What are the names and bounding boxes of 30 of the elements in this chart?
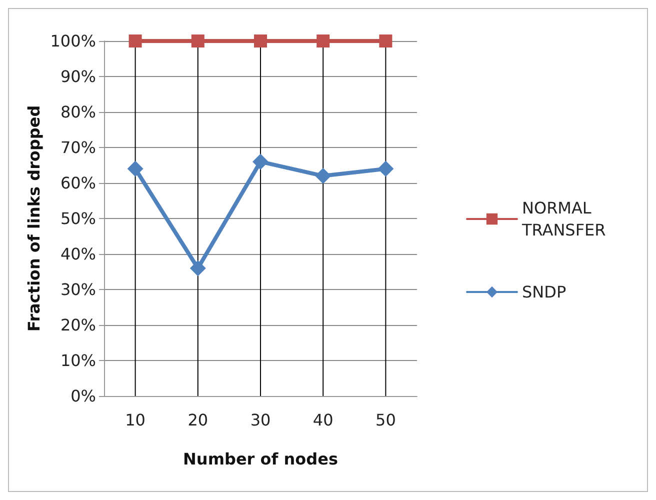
legend-label: SNDP (522, 282, 566, 302)
y-tick-label: 30% (60, 280, 96, 299)
point (252, 154, 268, 170)
y-tick-label: 50% (60, 209, 96, 228)
y-tick-label: 20% (60, 316, 96, 334)
y-tick-label: 0% (70, 386, 96, 406)
x-tick-label: 30 (250, 410, 271, 430)
point (127, 160, 144, 177)
x-tick-label: 50 (376, 410, 396, 430)
y-tick-label: 80% (60, 102, 96, 122)
point (191, 34, 204, 48)
y-tick-label: 60% (60, 174, 96, 192)
point (254, 34, 267, 48)
y-tick-label: 70% (60, 138, 96, 157)
legend-label: NORMAL TRANSFER (521, 198, 606, 240)
point (190, 260, 206, 276)
y-tick-label: 10% (60, 351, 96, 370)
x-tick-label: 10 (125, 410, 146, 430)
point (379, 34, 392, 48)
point (315, 168, 332, 184)
point (378, 160, 394, 177)
y-tick-label: 40% (60, 244, 96, 264)
x-tick-label: 40 (312, 410, 334, 430)
y-axis-title: Fraction of links dropped (24, 105, 44, 332)
y-tick-label: 100% (50, 32, 96, 50)
point (316, 34, 330, 48)
point (128, 34, 142, 48)
x-tick-label: 20 (188, 410, 208, 430)
y-tick-label: 90% (60, 67, 96, 86)
x-axis-title: Number of nodes (183, 450, 338, 468)
